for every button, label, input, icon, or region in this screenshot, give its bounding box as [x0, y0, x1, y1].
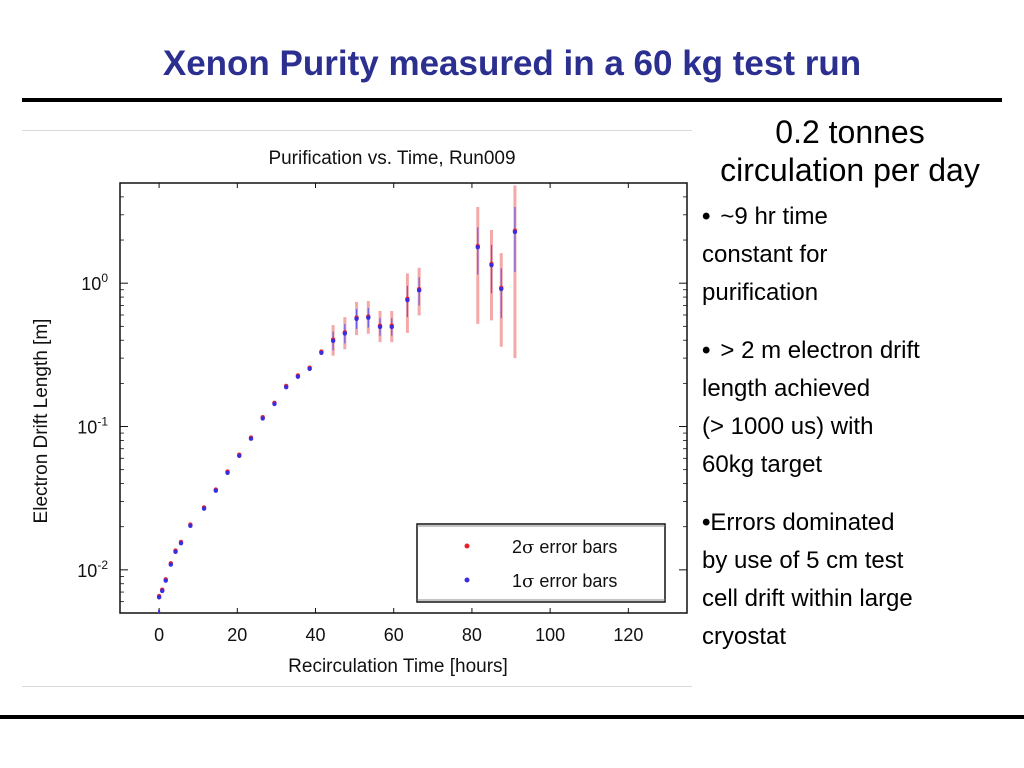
- data-point-1sigma: [295, 374, 301, 379]
- data-point-1sigma: [307, 366, 312, 372]
- data-point-1sigma: [156, 595, 162, 600]
- x-axis-label: Recirculation Time [hours]: [288, 656, 508, 677]
- chart: 0 20 40 60 80 100 120 100 10-1 10-2 Purification …: [31, 148, 688, 677]
- bullet-text: 60kg target: [702, 451, 823, 478]
- data-point-1sigma: [160, 588, 165, 594]
- data-point-1sigma: [499, 286, 504, 292]
- x-tick-label: 40: [306, 625, 326, 645]
- bullet-text: > 2 m electron drift: [720, 337, 920, 364]
- legend-marker-2sigma: [464, 543, 470, 549]
- x-tick-label: 20: [227, 625, 247, 645]
- bullet-text: Errors dominated: [710, 509, 895, 536]
- bullet-text: cell drift within large: [702, 585, 913, 612]
- data-point-1sigma: [512, 229, 518, 235]
- bullet-time-constant: • ~9 hr time constant for purification: [702, 198, 1014, 312]
- data-point-1sigma: [260, 416, 265, 421]
- data-point-1sigma: [354, 316, 359, 321]
- legend-marker-1sigma: [464, 577, 470, 583]
- x-tick-label: 120: [613, 625, 643, 645]
- bullet-text: cryostat: [702, 623, 787, 650]
- data-point-1sigma: [319, 350, 324, 355]
- circulation-callout: 0.2 tonnes circulation per day: [680, 113, 1020, 189]
- bullet-text: purification: [702, 279, 819, 306]
- plot-area: [119, 182, 688, 614]
- bullet-list: • ~9 hr time constant for purification • >…: [702, 198, 1014, 676]
- data-point-1sigma: [389, 324, 394, 330]
- data-point-1sigma: [330, 338, 336, 344]
- x-tick-label: 100: [535, 625, 565, 645]
- bullet-drift-length: • > 2 m electron drift length achieved (>…: [702, 332, 1014, 484]
- data-point-1sigma: [225, 470, 230, 476]
- legend-label-2sigma: 2σ error bars: [512, 537, 617, 558]
- data-point-1sigma: [342, 331, 348, 336]
- y-tick-label: 10-1: [77, 415, 108, 438]
- data-point-1sigma: [475, 244, 480, 250]
- data-point-1sigma: [213, 488, 219, 493]
- data-point-1sigma: [237, 453, 242, 459]
- footer-rule: [0, 715, 1024, 719]
- bullet-dot: •: [702, 337, 711, 364]
- callout-line-2: circulation per day: [720, 152, 980, 188]
- bullet-text: by use of 5 cm test: [702, 547, 904, 574]
- data-point-1sigma: [366, 315, 371, 320]
- legend-label-1sigma: 1σ error bars: [512, 571, 617, 592]
- data-point-1sigma: [178, 540, 184, 546]
- callout-line-1: 0.2 tonnes: [775, 114, 925, 150]
- data-point-1sigma: [283, 384, 289, 390]
- data-point-1sigma: [416, 288, 422, 293]
- y-tick-label: 100: [81, 271, 108, 294]
- bullet-dot: •: [702, 509, 711, 536]
- slide-title: Xenon Purity measured in a 60 kg test ru…: [162, 44, 862, 83]
- data-point-1sigma: [168, 562, 174, 567]
- bullet-text: ~9 hr time: [720, 203, 828, 230]
- bullet-errors: •Errors dominated by use of 5 cm test ce…: [702, 504, 1014, 656]
- bullet-text: constant for: [702, 241, 828, 268]
- x-tick-label: 80: [462, 625, 482, 645]
- bullet-dot: •: [702, 203, 711, 230]
- y-axis-label: Electron Drift Length [m]: [31, 319, 52, 524]
- data-point-1sigma: [163, 578, 168, 583]
- y-tick-label: 10-2: [77, 558, 108, 581]
- data-point-1sigma: [201, 506, 207, 511]
- data-point-1sigma: [188, 523, 193, 528]
- legend: 2σ error bars 1σ error bars: [416, 523, 666, 603]
- data-point-1sigma: [489, 262, 494, 268]
- data-point-1sigma: [272, 401, 277, 407]
- x-tick-label: 0: [154, 625, 164, 645]
- bullet-text: length achieved: [702, 375, 871, 402]
- data-point-1sigma: [377, 324, 383, 330]
- chart-title: Purification vs. Time, Run009: [268, 148, 515, 169]
- data-point-1sigma: [173, 549, 178, 554]
- x-tick-label: 60: [384, 625, 404, 645]
- figure-frame: 0 20 40 60 80 100 120 100 10-1 10-2 Purification …: [22, 130, 692, 687]
- data-point-1sigma: [405, 297, 410, 303]
- bullet-text: (> 1000 us) with: [702, 413, 874, 440]
- title-rule: [22, 98, 1002, 102]
- data-point-1sigma: [248, 436, 254, 441]
